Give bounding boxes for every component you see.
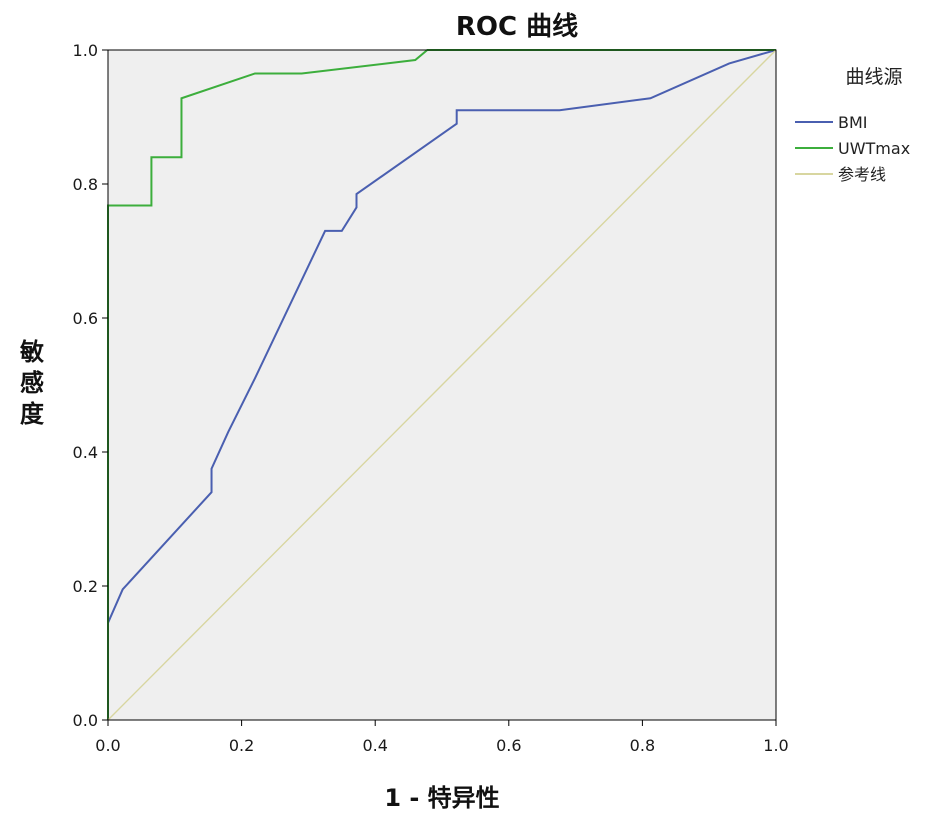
series-line-reference [107,49,777,721]
x-tick-label: 0.6 [496,736,521,755]
plot-frame [107,49,777,721]
y-tick-label: 0.0 [73,711,98,730]
x-axis-ticks: 0.0 0.2 0.4 0.6 0.8 1.0 [95,720,789,755]
y-axis-title-char: 感 [20,369,44,397]
legend-label-reference: 参考线 [838,165,886,184]
y-tick-label: 0.4 [73,443,98,462]
y-tick-label: 0.2 [73,577,98,596]
series-line-uwtmax [107,49,776,720]
y-axis-title-char: 敏 [19,338,44,366]
series-line-bmi [107,49,777,720]
legend: BMI UWTmax 参考线 [795,113,910,184]
y-tick-label: 0.6 [73,309,98,328]
y-axis-ticks: 0.0 0.2 0.4 0.6 0.8 1.0 [73,41,108,730]
x-tick-label: 1.0 [763,736,788,755]
y-tick-label: 1.0 [73,41,98,60]
series-layer [107,49,777,721]
y-axis-title: 敏感度 [19,338,45,428]
legend-label-uwtmax: UWTmax [838,139,910,158]
x-tick-label: 0.2 [229,736,254,755]
x-axis-title: 1 - 特异性 [384,784,499,812]
x-tick-label: 0.4 [362,736,387,755]
chart-title: ROC 曲线 [456,12,578,42]
legend-label-bmi: BMI [838,113,868,132]
y-tick-label: 0.8 [73,175,98,194]
legend-title: 曲线源 [845,66,902,88]
x-tick-label: 0.0 [95,736,120,755]
x-tick-label: 0.8 [630,736,655,755]
y-axis-title-char: 度 [20,400,45,428]
